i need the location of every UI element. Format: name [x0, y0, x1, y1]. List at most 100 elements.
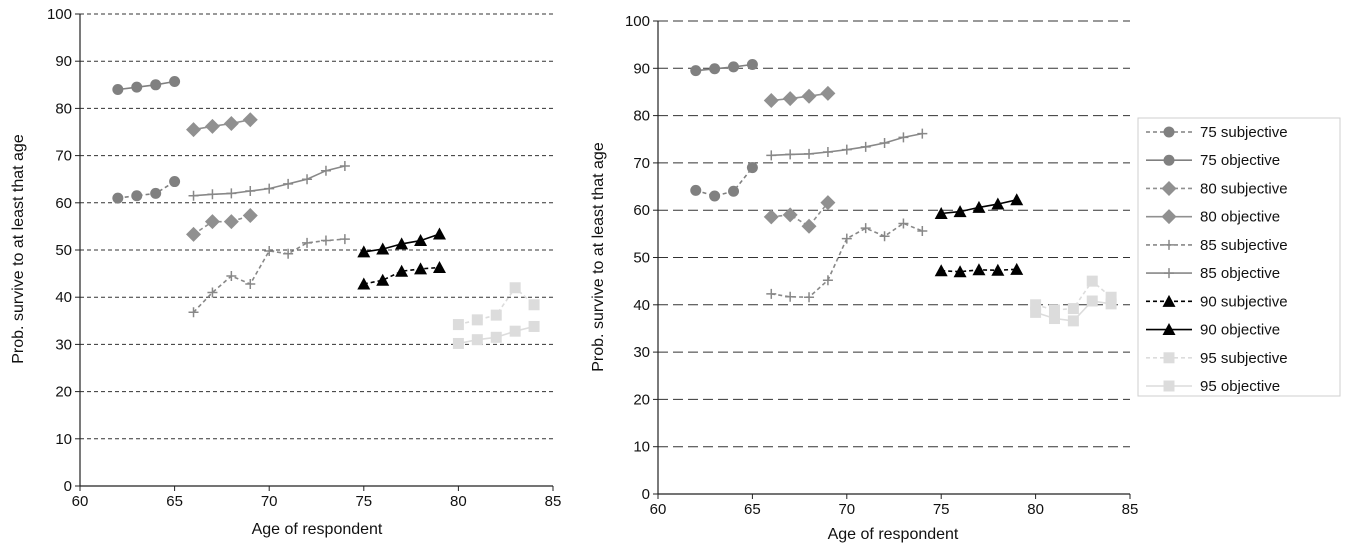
- left-chart-y-tick-label: 40: [55, 289, 72, 306]
- right-chart-y-axis-title: Prob. survive to at least that age: [590, 142, 607, 372]
- left-chart-series-75-subjective-point: [169, 176, 181, 188]
- left-chart-series-85-objective-point: [283, 178, 294, 189]
- left-chart-series-80-objective-point: [242, 112, 258, 128]
- legend-entry-90-subjective: 90 subjective: [1146, 293, 1288, 310]
- left-chart-series-85-objective: [188, 160, 350, 201]
- legend-entry-90-objective: 90 objective: [1146, 322, 1280, 339]
- legend-entry-75-objective: 75 objective: [1146, 152, 1280, 169]
- left-chart-series-95-objective-point: [528, 320, 540, 332]
- left-chart-y-axis-title: Prob. survive to at least that age: [10, 134, 27, 364]
- left-chart-series-85-objective-point: [188, 190, 199, 201]
- left-chart-series-80-subjective-point: [223, 214, 239, 230]
- legend-entry-75-subjective: 75 subjective: [1146, 124, 1288, 141]
- legend-entry-85-objective-label: 85 objective: [1200, 265, 1280, 282]
- right-chart-x-tick-label: 60: [650, 501, 667, 518]
- right-chart-series-95-subjective-point: [1067, 303, 1079, 315]
- legend-entry-90-subjective-swatch-marker: [1162, 294, 1176, 307]
- left-chart-series-85-objective-point: [264, 183, 275, 194]
- left-chart-series-95-subjective-point: [490, 309, 502, 321]
- right-chart-series-90-objective-point: [953, 205, 967, 218]
- right-chart-series-95-objective-point: [1048, 313, 1060, 325]
- left-chart-series-80-subjective-point: [186, 226, 202, 242]
- left-chart-series-85-subjective-point: [264, 245, 275, 256]
- legend-entry-80-objective: 80 objective: [1146, 209, 1280, 226]
- left-chart-series-85-subjective-point: [339, 234, 350, 245]
- right-chart-series-90-objective-point: [1010, 193, 1024, 206]
- legend-entry-75-objective-label: 75 objective: [1200, 152, 1280, 169]
- right-chart-series-75-objective: [690, 59, 758, 77]
- left-chart-y-tick-label: 60: [55, 195, 72, 212]
- right-chart-series-75-objective-point: [728, 61, 740, 73]
- right-chart-series-85-subjective: [766, 218, 928, 303]
- legend-entry-95-subjective-label: 95 subjective: [1200, 350, 1288, 367]
- right-chart-series-85-objective: [766, 128, 928, 161]
- right-chart-y-tick-label: 100: [625, 13, 650, 30]
- legend-entry-85-subjective-swatch-marker: [1164, 239, 1174, 250]
- left-chart-x-tick-label: 80: [450, 493, 467, 510]
- legend-entry-95-objective-swatch-marker: [1163, 380, 1175, 392]
- right-chart-series-85-subjective-point: [822, 275, 833, 286]
- right-chart-series-95-objective-point: [1030, 306, 1042, 318]
- right-chart-series-85-objective-point: [785, 149, 796, 160]
- left-chart-series-80-objective: [186, 112, 258, 138]
- right-chart-series-85-objective-point: [804, 148, 815, 159]
- right-chart-series-90-subjective: [934, 262, 1024, 278]
- right-chart-series-85-objective-point: [917, 128, 928, 139]
- legend-entry-90-objective-swatch-marker: [1162, 323, 1176, 336]
- legend-entry-85-objective: 85 objective: [1146, 265, 1280, 282]
- legend-entry-80-subjective: 80 subjective: [1146, 180, 1288, 197]
- left-chart-x-tick-label: 70: [261, 493, 278, 510]
- right-chart-series-80-objective-point: [820, 85, 836, 101]
- right-chart-series-75-subjective-point: [728, 185, 740, 197]
- right-chart-x-axis-title: Age of respondent: [828, 526, 959, 543]
- right-chart-series-85-objective-point: [822, 147, 833, 158]
- left-chart-series-85-subjective-point: [302, 237, 313, 248]
- right-chart-series-90-subjective-point: [972, 263, 986, 276]
- left-chart-y-tick-label: 70: [55, 148, 72, 165]
- left-chart-y-tick-label: 30: [55, 336, 72, 353]
- left-chart-x-tick-label: 75: [355, 493, 372, 510]
- left-chart-series-85-subjective-point: [207, 287, 218, 298]
- left-chart-series-95-subjective-point: [471, 314, 483, 326]
- left-chart: Age of respondent Prob. survive to at le…: [10, 6, 561, 538]
- right-chart-series-80-subjective-point: [820, 195, 836, 211]
- right-chart-series-85-objective-point: [841, 144, 852, 155]
- left-chart-series-85-objective-point: [207, 189, 218, 200]
- right-chart-y-tick-label: 80: [633, 108, 650, 125]
- right-chart-y-tick-label: 0: [642, 486, 650, 503]
- right-chart-series-80-objective-line: [771, 92, 829, 102]
- left-chart-series-80-objective-point: [223, 116, 239, 132]
- left-chart-series-85-subjective-line: [192, 238, 345, 313]
- right-chart-series-85-objective-point: [766, 150, 777, 161]
- right-chart-x-tick-label: 70: [838, 501, 855, 518]
- left-chart-series-90-subjective-point: [414, 262, 428, 275]
- right-chart-series-85-subjective-point: [898, 218, 909, 229]
- right-chart-y-tick-label: 90: [633, 60, 650, 77]
- right-chart-series-90-objective-point: [972, 200, 986, 213]
- left-chart-series-90-objective-point: [432, 227, 446, 240]
- legend-entry-85-objective-swatch-marker: [1164, 268, 1174, 279]
- right-chart-series-75-subjective-line: [695, 167, 754, 197]
- right-chart-y-tick-label: 10: [633, 439, 650, 456]
- right-chart-y-tick-label: 70: [633, 155, 650, 172]
- left-chart-series-85-subjective-point: [226, 270, 237, 281]
- left-chart-series-85-objective-point: [339, 160, 350, 171]
- left-chart-series-90-subjective-line: [363, 266, 440, 285]
- right-chart-y-tick-label: 40: [633, 297, 650, 314]
- right-chart-series-85-subjective-point: [841, 233, 852, 244]
- right-chart-series-75-subjective-point: [709, 190, 721, 202]
- left-chart-series-90-subjective-point: [376, 273, 390, 286]
- right-chart-series-85-subjective-point: [917, 226, 928, 237]
- legend-entry-95-subjective: 95 subjective: [1146, 350, 1288, 367]
- right-chart-series-95-objective-point: [1067, 315, 1079, 327]
- right-chart-series-90-subjective-point: [934, 264, 948, 277]
- right-chart-series-80-subjective-point: [801, 218, 817, 234]
- right-chart-series-75-subjective: [690, 162, 758, 202]
- left-chart-series-85-objective-point: [320, 165, 331, 176]
- legend-entry-85-subjective: 85 subjective: [1146, 237, 1288, 254]
- left-chart-series-95-subjective-point: [528, 299, 540, 311]
- right-chart-y-tick-label: 50: [633, 250, 650, 267]
- right-chart-series-85-objective-point: [898, 132, 909, 143]
- left-chart-series-75-objective-line: [117, 80, 175, 91]
